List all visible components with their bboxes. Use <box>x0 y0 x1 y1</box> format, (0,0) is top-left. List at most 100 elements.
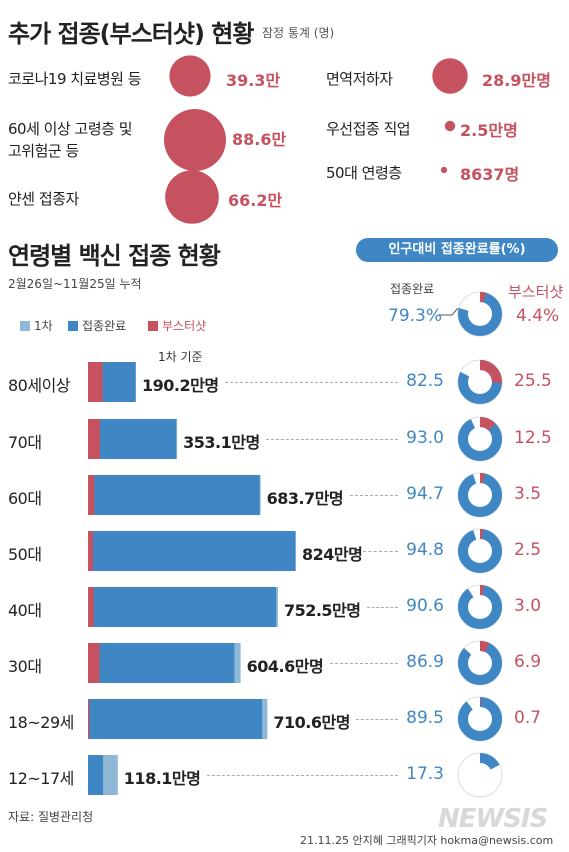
bar-boost-5 <box>88 643 100 683</box>
add-label-immuno: 면역저하자 <box>326 70 393 88</box>
legend-full: 접종완료 <box>68 317 126 334</box>
add-value-hospital: 39.3만 <box>226 71 281 90</box>
donut-overall-boost-arc <box>458 292 502 336</box>
overall-boost-label: 부스터샷 <box>508 283 564 301</box>
count-label-6: 710.6만명 <box>273 713 350 732</box>
bubble-3 <box>432 58 468 94</box>
leader-line-5 <box>329 663 398 664</box>
boost-rate-5: 6.9 <box>514 652 542 672</box>
credit: 21.11.25 안지혜 그래픽기자 hokma@newsis.com <box>300 834 554 847</box>
full-rate-1: 93.0 <box>406 428 444 448</box>
donut-0-boost-arc <box>458 360 502 404</box>
donut-4-boost-arc <box>458 585 502 629</box>
legend-boost: 부스터샷 <box>148 317 206 334</box>
age-label-1: 70대 <box>8 433 42 452</box>
add-label-elderly-2: 고위험군 등 <box>8 142 79 160</box>
overall-boost-value: 4.4% <box>516 306 560 326</box>
bar-full-4 <box>88 587 277 627</box>
age-label-6: 18~29세 <box>8 713 74 732</box>
donut-1-boost-arc <box>458 417 502 461</box>
add-label-50s: 50대 연령층 <box>326 164 402 182</box>
count-label-5: 604.6만명 <box>246 657 324 676</box>
overall-full-value: 79.3% <box>388 306 443 326</box>
count-label-7: 118.1만명 <box>123 769 201 788</box>
leader-line-3 <box>363 551 398 552</box>
add-label-hospital: 코로나19 치료병원 등 <box>8 70 142 88</box>
legend-first-swatch <box>20 321 30 331</box>
legend-boost-text: 부스터샷 <box>162 319 207 333</box>
leader-line-6 <box>356 719 398 720</box>
full-rate-0: 82.5 <box>406 371 444 391</box>
legend-first: 1차 <box>20 317 53 334</box>
add-label-janssen: 얀센 접종자 <box>8 190 79 208</box>
bar-full-3 <box>88 531 296 571</box>
bar-boost-1 <box>88 419 100 459</box>
bubble-0 <box>169 55 211 97</box>
leader-line-0 <box>225 382 398 383</box>
boost-rate-3: 2.5 <box>514 540 542 560</box>
add-value-immuno: 28.9만명 <box>482 71 551 90</box>
source: 자료: 질병관리청 <box>8 810 94 824</box>
full-rate-2: 94.7 <box>406 484 444 504</box>
leader-line-7 <box>206 775 398 776</box>
full-rate-3: 94.8 <box>406 540 444 560</box>
bubble-4 <box>444 120 456 132</box>
legend-first-text: 1차 <box>34 319 53 333</box>
bar-full-7 <box>88 755 104 795</box>
add-value-elderly: 88.6만 <box>232 130 287 149</box>
bubble-2 <box>165 170 219 224</box>
boost-rate-1: 12.5 <box>514 428 552 448</box>
leader-line-2 <box>349 495 398 496</box>
basis-note: 1차 기준 <box>158 350 203 364</box>
bubble-5 <box>440 166 448 174</box>
watermark-logo: NEWSIS <box>438 804 548 834</box>
donut-7-full-arc <box>458 753 502 797</box>
additional-title: 추가 접종(부스터샷) 현황 <box>8 20 254 48</box>
count-label-3: 824만명 <box>302 545 363 564</box>
overall-connector <box>438 307 459 316</box>
boost-rate-2: 3.5 <box>514 484 542 504</box>
bar-full-5 <box>88 643 235 683</box>
donut-5-boost-arc <box>458 641 502 685</box>
age-label-3: 50대 <box>8 545 42 564</box>
age-label-0: 80세이상 <box>8 376 71 395</box>
add-label-elderly-1: 60세 이상 고령층 및 <box>8 120 133 138</box>
bar-full-1 <box>88 419 177 459</box>
full-rate-4: 90.6 <box>406 596 444 616</box>
bar-full-2 <box>88 475 260 515</box>
full-rate-7: 17.3 <box>406 764 444 784</box>
count-label-0: 190.2만명 <box>142 376 219 395</box>
leader-line-1 <box>266 439 398 440</box>
count-label-2: 683.7만명 <box>266 489 344 508</box>
boost-rate-0: 25.5 <box>514 371 552 391</box>
bar-boost-4 <box>88 587 94 627</box>
add-value-janssen: 66.2만 <box>228 191 283 210</box>
donut-6-boost-arc <box>458 697 502 741</box>
bar-boost-0 <box>88 362 103 402</box>
count-label-1: 353.1만명 <box>183 433 260 452</box>
full-rate-6: 89.5 <box>406 708 444 728</box>
bubble-1 <box>164 109 226 171</box>
count-label-4: 752.5만명 <box>283 601 361 620</box>
add-value-job: 2.5만명 <box>460 121 518 140</box>
legend-full-text: 접종완료 <box>82 319 127 333</box>
full-rate-5: 86.9 <box>406 652 444 672</box>
add-value-50s: 8637명 <box>460 165 520 184</box>
bar-boost-2 <box>88 475 95 515</box>
boost-rate-4: 3.0 <box>514 596 542 616</box>
legend-full-swatch <box>68 321 78 331</box>
age-label-4: 40대 <box>8 601 42 620</box>
bar-full-6 <box>88 699 263 739</box>
overall-full-label: 접종완료 <box>390 282 435 296</box>
age-label-2: 60대 <box>8 489 42 508</box>
additional-bubbles <box>164 55 468 224</box>
bar-boost-6 <box>88 699 90 739</box>
bar-boost-3 <box>88 531 93 571</box>
period: 2월26일~11월25일 누적 <box>8 277 142 291</box>
main-title: 연령별 백신 접종 현황 <box>8 242 221 270</box>
legend-boost-swatch <box>148 321 158 331</box>
additional-note: 잠정 통계 (명) <box>262 26 335 40</box>
age-label-5: 30대 <box>8 657 42 676</box>
donut-3-boost-arc <box>458 529 502 573</box>
